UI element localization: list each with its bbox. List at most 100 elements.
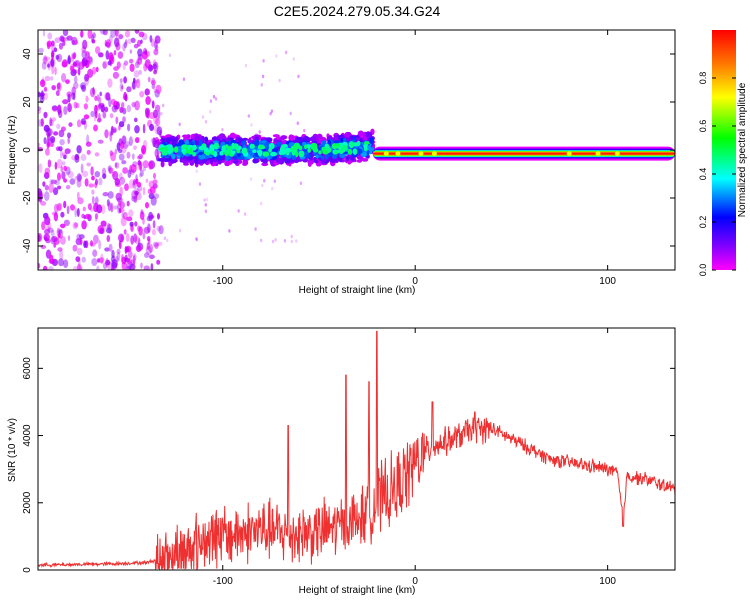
noise-blob [38,109,42,114]
noise-blob [182,77,186,81]
noise-blob [149,35,153,43]
band-blob [198,145,206,151]
band-blob [280,135,288,140]
noise-blob [151,228,156,236]
band-blob [315,154,319,159]
noise-blob [118,207,122,214]
noise-blob [260,201,263,206]
noise-blob [144,88,150,96]
band-blob [183,162,189,166]
band-blob [272,134,280,138]
noise-blob [107,202,112,212]
noise-blob [84,178,89,187]
band-blob [213,151,218,158]
noise-blob [105,259,111,266]
noise-blob [81,213,85,219]
noise-blob [96,265,100,270]
noise-blob [296,121,299,125]
noise-blob [50,136,56,144]
noise-blob [156,126,163,136]
band-blob [242,159,249,166]
noise-blob [139,90,145,98]
band-blob [247,138,252,144]
noise-blob [132,161,138,167]
noise-blob [137,185,143,192]
noise-blob [38,106,42,111]
noise-blob [249,177,253,181]
noise-blob [61,171,66,180]
noise-blob [61,61,68,68]
band-blob [261,145,265,150]
noise-blob [131,195,138,202]
noise-blob [271,239,275,244]
noise-blob [76,263,82,270]
noise-blob [75,256,81,262]
noise-blob [76,145,82,154]
noise-blob [153,39,158,50]
noise-blob [58,129,65,138]
noise-blob [221,127,224,132]
noise-blob [124,246,128,255]
noise-blob [76,247,83,256]
noise-blob [108,167,114,174]
band-blob [160,160,165,168]
noise-blob [122,116,126,123]
noise-blob [160,111,163,116]
noise-blob [118,233,125,243]
noise-blob [40,79,46,88]
noise-blob [244,63,248,68]
noise-blob [295,239,298,243]
noise-blob [116,251,121,262]
noise-blob [138,153,144,160]
noise-blob [147,188,152,195]
noise-blob [44,56,51,61]
band-blob [313,160,319,163]
noise-blob [94,152,100,157]
noise-blob [258,130,261,134]
noise-blob [118,200,122,206]
noise-blob [67,56,72,65]
noise-blob [38,262,41,269]
snr-xlabel: Height of straight line (km) [299,585,416,596]
noise-blob [131,101,136,108]
noise-blob [123,60,129,66]
band-blob [241,147,248,155]
snr-frame [37,327,676,571]
noise-blob [47,63,50,68]
noise-blob [59,250,64,260]
noise-blob [92,249,98,257]
colorbar-tick-label: 0.6 [698,120,708,133]
noise-blob [97,139,104,144]
noise-blob [150,38,155,48]
noise-blob [157,213,160,220]
spectrogram-ylabel: Frequency (Hz) [7,116,18,185]
noise-blob [99,91,102,97]
noise-blob [209,109,212,114]
noise-blob [122,43,126,52]
noise-blob [178,122,181,127]
noise-blob [124,183,129,191]
noise-blob [148,243,154,253]
noise-blob [125,265,131,270]
noise-blob [290,239,294,244]
noise-blob [121,212,124,218]
noise-blob [73,266,80,270]
y-tick-label: 4000 [22,424,33,447]
noise-blob [102,173,107,180]
noise-blob [69,178,76,185]
noise-blob [209,99,213,103]
band-blob [320,155,325,160]
noise-blob [78,61,85,70]
noise-blob [243,212,247,216]
noise-blob [54,179,60,186]
noise-blob [123,41,128,49]
noise-blob [112,170,119,181]
band-blob [164,155,170,159]
noise-blob [129,63,135,72]
noise-blob [85,141,92,147]
noise-blob [63,154,67,160]
noise-blob [118,121,125,128]
noise-blob [81,220,87,230]
